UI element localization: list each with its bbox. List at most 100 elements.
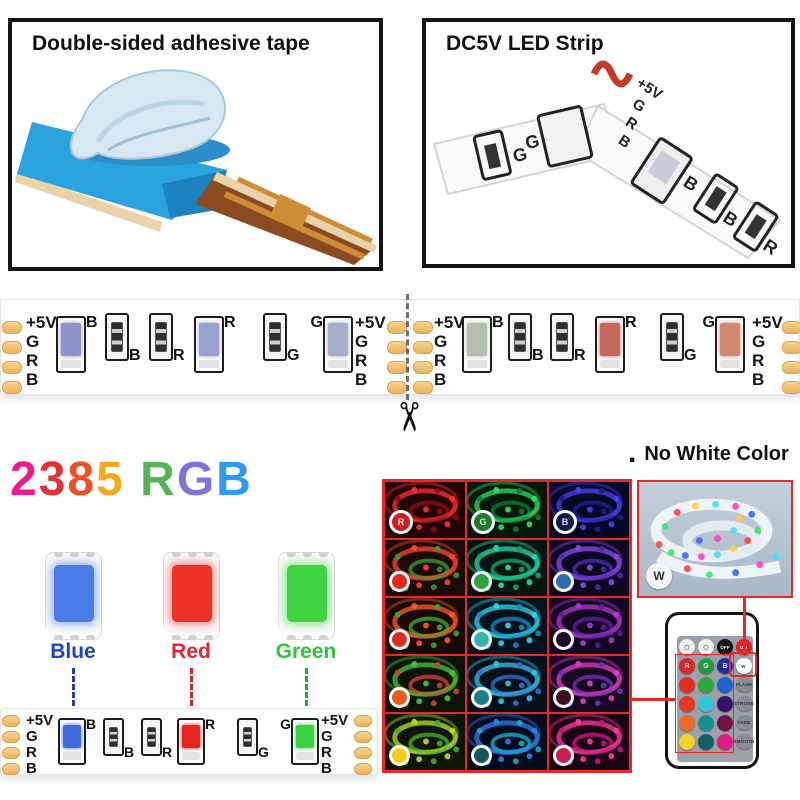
led-letter: G bbox=[702, 314, 715, 331]
solder-pad bbox=[2, 731, 20, 743]
remote-color-button-r2c0 bbox=[679, 677, 695, 693]
solder-pad bbox=[2, 763, 20, 775]
resistor-body bbox=[155, 322, 167, 352]
chip-leg bbox=[86, 635, 95, 640]
remote-color-button-r3c1 bbox=[698, 696, 714, 712]
solder-pad bbox=[413, 341, 433, 354]
grid-cell-r1c1: R bbox=[385, 482, 465, 538]
rgb-2385-title: 2385 RGB bbox=[10, 452, 253, 507]
led-letter: R bbox=[625, 314, 637, 331]
resistor-letter: R bbox=[173, 347, 185, 364]
pin-label: R bbox=[434, 351, 447, 370]
resistor-letter: R bbox=[574, 347, 586, 364]
pin-label: G bbox=[26, 728, 38, 745]
remote-rgb-letter: G bbox=[703, 662, 709, 670]
chip-leg bbox=[54, 552, 63, 557]
chip-leg bbox=[172, 635, 181, 640]
pin-label: G bbox=[26, 332, 40, 351]
led-contact bbox=[61, 360, 81, 368]
grid-cell-r3c2 bbox=[467, 598, 547, 654]
rgb-chip-green bbox=[278, 552, 335, 640]
solder-pad bbox=[413, 361, 433, 374]
led-contact bbox=[600, 360, 620, 368]
pin-label: G bbox=[321, 728, 333, 745]
resistor-body bbox=[243, 727, 252, 747]
pin-labels: +5V G R B bbox=[434, 313, 465, 389]
led-chip: B bbox=[56, 315, 98, 373]
chip-leg bbox=[172, 552, 181, 557]
chip-leg bbox=[303, 635, 312, 640]
led-letter: G bbox=[280, 716, 291, 732]
remote-button-label: W bbox=[741, 663, 746, 669]
grid-cell-r5c3 bbox=[549, 714, 629, 770]
remote-color-button-r2c1 bbox=[698, 677, 714, 693]
adhesive-tape-photo-box: Double-sided adhesive tape bbox=[8, 18, 383, 271]
resistor: B bbox=[508, 313, 544, 364]
chip-leg bbox=[319, 552, 328, 557]
chip-connector-dash bbox=[190, 668, 193, 706]
led-die bbox=[182, 725, 200, 748]
chip-die bbox=[172, 565, 212, 622]
led-chip: G bbox=[703, 315, 745, 373]
led-contact bbox=[182, 752, 200, 760]
pin-label: R bbox=[321, 744, 332, 761]
led-die bbox=[63, 725, 81, 748]
solder-pads bbox=[2, 321, 22, 394]
led-letter: G bbox=[310, 314, 323, 331]
pin-label: B bbox=[355, 370, 368, 389]
dc5v-strip-title: DC5V LED Strip bbox=[446, 32, 604, 55]
solder-pad bbox=[387, 361, 407, 374]
chip-leg bbox=[188, 552, 197, 557]
rgb-chip-red bbox=[163, 552, 220, 640]
led-die bbox=[467, 323, 487, 356]
chip-connector-dash bbox=[305, 668, 308, 706]
led-die bbox=[600, 323, 620, 356]
svg-text:G: G bbox=[523, 131, 541, 154]
annotation-box-color-buttons bbox=[675, 654, 734, 753]
led-strip-middle: +5V G R B B B R R G G +5V G R B +5V G R B B B R R G G +5V G R B bbox=[0, 299, 800, 395]
solder-pad bbox=[782, 321, 800, 334]
resistor: R bbox=[141, 718, 172, 759]
chip-connector-dash bbox=[72, 668, 75, 706]
pin-label: G bbox=[355, 332, 369, 351]
title-char: G bbox=[176, 453, 217, 506]
brightness-icon: ☼ bbox=[681, 640, 693, 653]
remote-button-dim: ☼ bbox=[679, 639, 695, 655]
chip-die bbox=[54, 565, 94, 622]
cut-dashed-line bbox=[406, 294, 409, 400]
remote-color-button-r1c0: R bbox=[679, 658, 695, 674]
chip-leg bbox=[287, 552, 296, 557]
resistor-letter: B bbox=[124, 744, 135, 760]
color-indicator bbox=[389, 629, 410, 650]
resistor-letter: R bbox=[162, 744, 173, 760]
remote-color-button-r5c1 bbox=[698, 734, 714, 750]
remote-color-button-r3c2 bbox=[717, 696, 733, 712]
chip-leg bbox=[70, 635, 79, 640]
resistor-body bbox=[147, 727, 156, 747]
pin-label: R bbox=[355, 351, 368, 370]
solder-pad bbox=[782, 361, 800, 374]
pin-label: R bbox=[26, 744, 37, 761]
resistor-letter: G bbox=[684, 347, 697, 364]
chip-leg bbox=[70, 552, 79, 557]
pin-label: +5V bbox=[26, 313, 57, 332]
led-die bbox=[61, 323, 81, 356]
solder-pad bbox=[413, 381, 433, 394]
remote-color-button-r5c0 bbox=[679, 734, 695, 750]
bullet-dot: . bbox=[628, 436, 637, 469]
resistor: G bbox=[660, 313, 696, 364]
solder-pad bbox=[387, 321, 407, 334]
pin-labels: +5V G R B bbox=[752, 313, 783, 389]
chip-leg bbox=[188, 635, 197, 640]
led-die bbox=[720, 323, 740, 356]
color-indicator bbox=[553, 571, 574, 592]
remote-color-button-r4c0 bbox=[679, 715, 695, 731]
pin-label: B bbox=[321, 760, 332, 777]
title-char: R bbox=[140, 453, 177, 506]
title-char bbox=[125, 453, 140, 506]
grid-cell-r5c2 bbox=[467, 714, 547, 770]
resistor-letter: G bbox=[287, 347, 300, 364]
multicolor-coil-photo bbox=[650, 498, 782, 579]
chip-leg bbox=[204, 635, 213, 640]
